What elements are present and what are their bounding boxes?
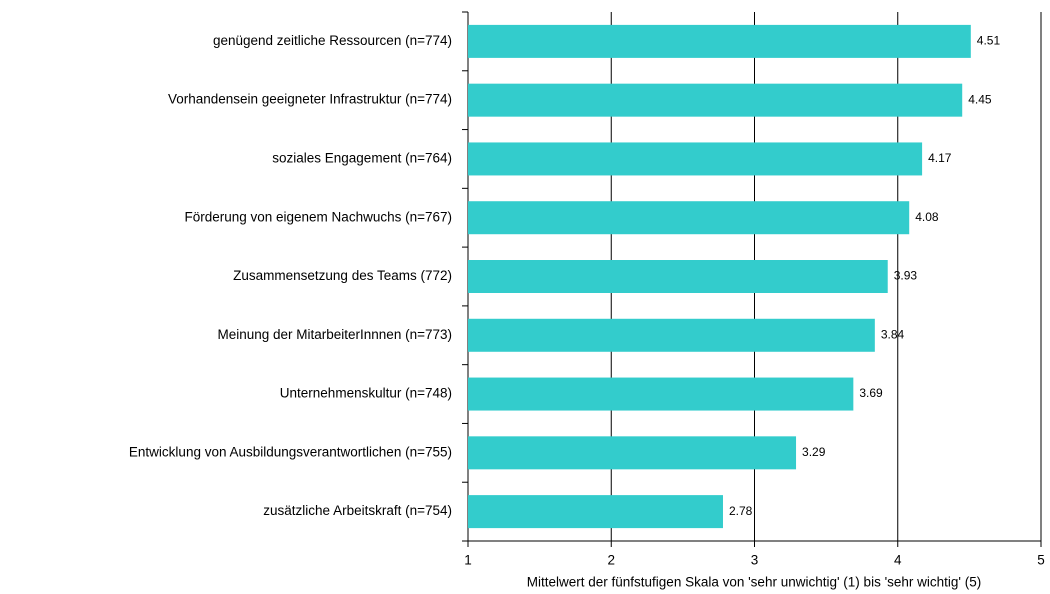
value-label: 4.17: [928, 151, 952, 165]
y-tick-label: Vorhandensein geeigneter Infrastruktur (…: [168, 92, 452, 107]
value-label: 2.78: [729, 504, 753, 518]
y-tick-label: Entwicklung von Ausbildungsverantwortlic…: [129, 444, 452, 459]
value-label: 3.29: [802, 445, 826, 459]
x-tick-label: 4: [894, 553, 902, 568]
bar: [468, 495, 723, 529]
y-tick-label: soziales Engagement (n=764): [272, 151, 452, 166]
y-tick-label: genügend zeitliche Ressourcen (n=774): [213, 33, 452, 48]
y-tick-label: Förderung von eigenem Nachwuchs (n=767): [184, 209, 452, 224]
x-tick-label: 2: [607, 553, 615, 568]
x-tick-label: 5: [1037, 553, 1045, 568]
bar: [468, 318, 875, 352]
value-label: 3.69: [859, 386, 883, 400]
bar: [468, 83, 963, 117]
bar: [468, 436, 797, 470]
value-label: 3.93: [894, 269, 918, 283]
bar: [468, 142, 923, 176]
x-tick-label: 1: [464, 553, 472, 568]
y-tick-label: Unternehmenskultur (n=748): [280, 386, 452, 401]
y-tick-label: Zusammensetzung des Teams (772): [233, 268, 452, 283]
x-axis-label: Mittelwert der fünfstufigen Skala von 's…: [527, 575, 982, 590]
y-tick-label: Meinung der MitarbeiterInnnen (n=773): [217, 327, 452, 342]
y-tick-label: zusätzliche Arbeitskraft (n=754): [263, 503, 452, 518]
value-label: 4.08: [915, 210, 939, 224]
bar: [468, 260, 888, 293]
x-tick-label: 3: [751, 553, 759, 568]
value-label: 4.51: [977, 34, 1001, 48]
value-label: 3.84: [881, 327, 905, 341]
bar: [468, 377, 854, 411]
bar: [468, 24, 971, 58]
bar: [468, 201, 910, 235]
value-label: 4.45: [968, 92, 992, 106]
